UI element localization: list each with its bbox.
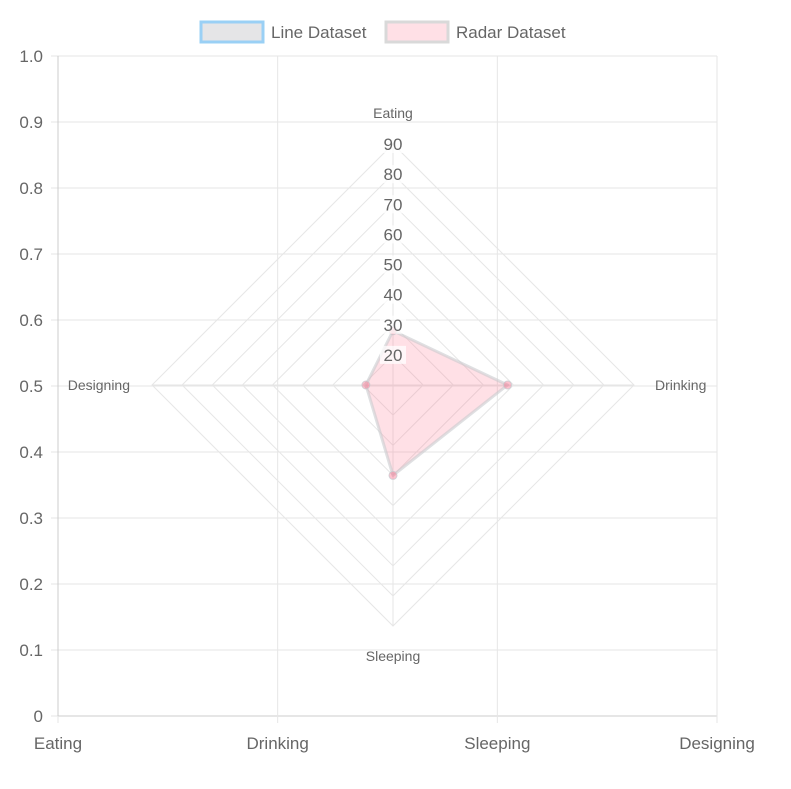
y-tick-label: 0.9 [19, 113, 43, 132]
background-axis-labels: 0 0.1 0.2 0.3 0.4 0.5 0.6 0.7 0.8 0.9 1.0 Eating Dri… [19, 47, 754, 753]
y-tick-label: 0 [34, 707, 43, 726]
x-tick-label-drinking: Drinking [246, 734, 308, 753]
radar-tick-label: 60 [384, 225, 403, 244]
legend-item-line-dataset[interactable]: Line Dataset [199, 20, 367, 44]
legend-item-radar-dataset[interactable]: Radar Dataset [384, 20, 566, 44]
legend: Line Dataset Radar Dataset [199, 20, 566, 44]
radar-tick-backdrop [380, 315, 406, 334]
y-tick-label: 0.4 [19, 443, 43, 462]
radar-tick-backdrop [380, 255, 406, 274]
y-tick-label: 0.1 [19, 641, 43, 660]
radar-ring [211, 203, 575, 567]
radar-ring [332, 324, 455, 447]
radar-tick-backdrop [380, 225, 406, 244]
y-tick-label: 0.2 [19, 575, 43, 594]
radar-tick-backdrop [380, 345, 406, 364]
y-tick-label: 0.6 [19, 311, 43, 330]
y-tick-label: 0.3 [19, 509, 43, 528]
y-tick-label: 0.8 [19, 179, 43, 198]
radar-tick-label: 70 [384, 195, 403, 214]
x-tick-label-designing: Designing [679, 734, 755, 753]
radar-tick-backdrop [380, 285, 406, 304]
legend-label-radar-dataset: Radar Dataset [456, 23, 566, 42]
x-tick-label-sleeping: Sleeping [464, 734, 530, 753]
y-tick-label: 0.5 [19, 377, 43, 396]
legend-swatch-line-dataset [199, 20, 265, 44]
radar-tick-backdrop [380, 165, 406, 184]
legend-label-line-dataset: Line Dataset [271, 23, 367, 42]
radar-tick-label: 40 [384, 286, 403, 305]
radar-labels: 20 30 40 50 60 70 80 90 Eating Drinking Sleeping De… [68, 105, 707, 664]
radar-ring [241, 233, 545, 537]
legend-swatch-radar-dataset [384, 20, 450, 44]
radar-tick-label: 50 [384, 256, 403, 275]
radar-point-drinking[interactable] [503, 380, 512, 390]
radar-point-sleeping[interactable] [388, 470, 398, 480]
radar-point-label-drinking: Drinking [655, 377, 706, 393]
radar-point-label-designing: Designing [68, 377, 130, 393]
radar-point-designing[interactable] [361, 380, 371, 390]
radar-tick-label: 80 [384, 165, 403, 184]
y-tick-label: 0.7 [19, 245, 43, 264]
radar-ring [181, 173, 605, 597]
radar-tick-backdrop [380, 135, 406, 153]
radar-ring [271, 263, 515, 507]
radar-tick-label: 90 [384, 135, 403, 154]
radar-area-radar-dataset [364, 329, 509, 477]
radar-tick-label: 20 [384, 346, 403, 365]
radar-ring [362, 354, 424, 416]
y-tick-label: 1.0 [19, 47, 43, 66]
x-tick-label-eating: Eating [34, 734, 82, 753]
radar-point-label-sleeping: Sleeping [366, 648, 421, 664]
radar-point-label-eating: Eating [373, 105, 413, 121]
radar-tick-label: 30 [384, 316, 403, 335]
radar-tick-backdrop [380, 195, 406, 214]
radar-ring [151, 143, 635, 627]
